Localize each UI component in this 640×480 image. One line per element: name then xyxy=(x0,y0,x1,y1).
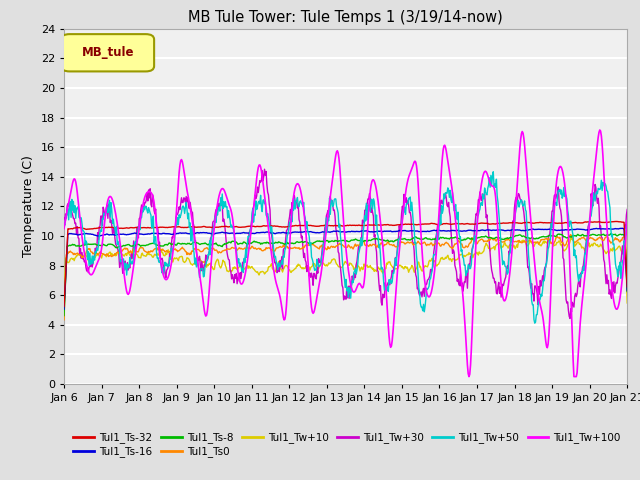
Y-axis label: Temperature (C): Temperature (C) xyxy=(22,156,35,257)
Legend: Tul1_Ts-32, Tul1_Ts-16, Tul1_Ts-8, Tul1_Ts0, Tul1_Tw+10, Tul1_Tw+30, Tul1_Tw+50,: Tul1_Ts-32, Tul1_Ts-16, Tul1_Ts-8, Tul1_… xyxy=(69,428,625,462)
FancyBboxPatch shape xyxy=(61,34,154,72)
Title: MB Tule Tower: Tule Temps 1 (3/19/14-now): MB Tule Tower: Tule Temps 1 (3/19/14-now… xyxy=(188,10,503,25)
Text: MB_tule: MB_tule xyxy=(81,46,134,59)
